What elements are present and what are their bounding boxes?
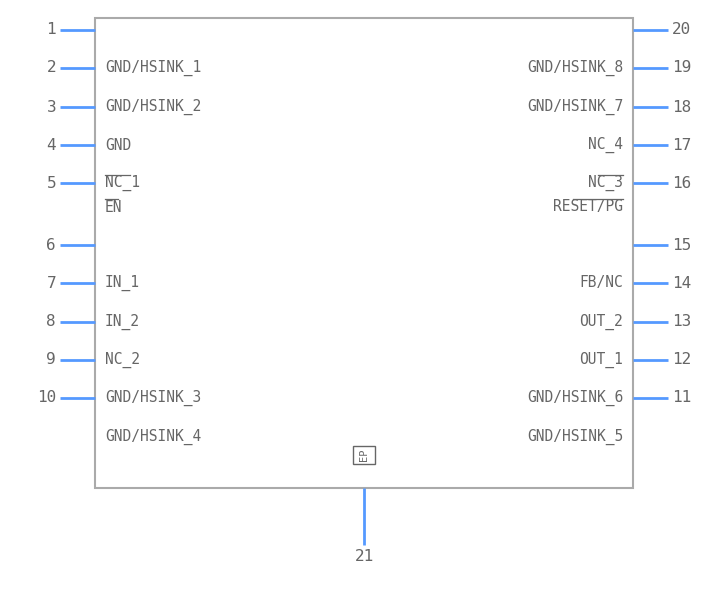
Text: 5: 5: [47, 176, 56, 190]
Text: 3: 3: [47, 100, 56, 114]
Text: GND: GND: [105, 138, 131, 152]
Text: 14: 14: [672, 275, 692, 291]
Text: EN: EN: [105, 200, 122, 214]
Text: GND/HSINK_6: GND/HSINK_6: [527, 390, 623, 406]
Text: 2: 2: [47, 61, 56, 75]
Text: NC_4: NC_4: [588, 137, 623, 153]
Text: RESET/PG: RESET/PG: [553, 200, 623, 214]
Text: 1: 1: [47, 23, 56, 37]
Text: 16: 16: [672, 176, 692, 190]
Text: 11: 11: [672, 390, 692, 406]
Text: GND/HSINK_7: GND/HSINK_7: [527, 99, 623, 115]
Text: 15: 15: [672, 237, 692, 253]
Text: EP: EP: [359, 449, 369, 461]
Text: 20: 20: [672, 23, 692, 37]
Text: GND/HSINK_3: GND/HSINK_3: [105, 390, 201, 406]
Text: 4: 4: [47, 138, 56, 152]
Text: 13: 13: [672, 315, 692, 329]
Text: 10: 10: [36, 390, 56, 406]
Text: 7: 7: [47, 275, 56, 291]
Text: 12: 12: [672, 353, 692, 367]
Text: 9: 9: [47, 353, 56, 367]
Text: GND/HSINK_4: GND/HSINK_4: [105, 429, 201, 445]
Text: GND/HSINK_2: GND/HSINK_2: [105, 99, 201, 115]
Text: OUT_1: OUT_1: [579, 352, 623, 368]
Text: 17: 17: [672, 138, 692, 152]
Text: GND/HSINK_8: GND/HSINK_8: [527, 60, 623, 76]
Text: 19: 19: [672, 61, 692, 75]
Bar: [353, 446, 375, 464]
Text: GND/HSINK_1: GND/HSINK_1: [105, 60, 201, 76]
Text: 6: 6: [47, 237, 56, 253]
Text: FB/NC: FB/NC: [579, 275, 623, 291]
Text: 8: 8: [47, 315, 56, 329]
Text: GND/HSINK_5: GND/HSINK_5: [527, 429, 623, 445]
Bar: [95, 18, 633, 488]
Text: NC_3: NC_3: [588, 175, 623, 191]
Text: 21: 21: [355, 549, 373, 564]
Text: 18: 18: [672, 100, 692, 114]
Text: NC_2: NC_2: [105, 352, 140, 368]
Text: OUT_2: OUT_2: [579, 314, 623, 330]
Text: NC_1: NC_1: [105, 175, 140, 191]
Text: IN_1: IN_1: [105, 275, 140, 291]
Text: IN_2: IN_2: [105, 314, 140, 330]
